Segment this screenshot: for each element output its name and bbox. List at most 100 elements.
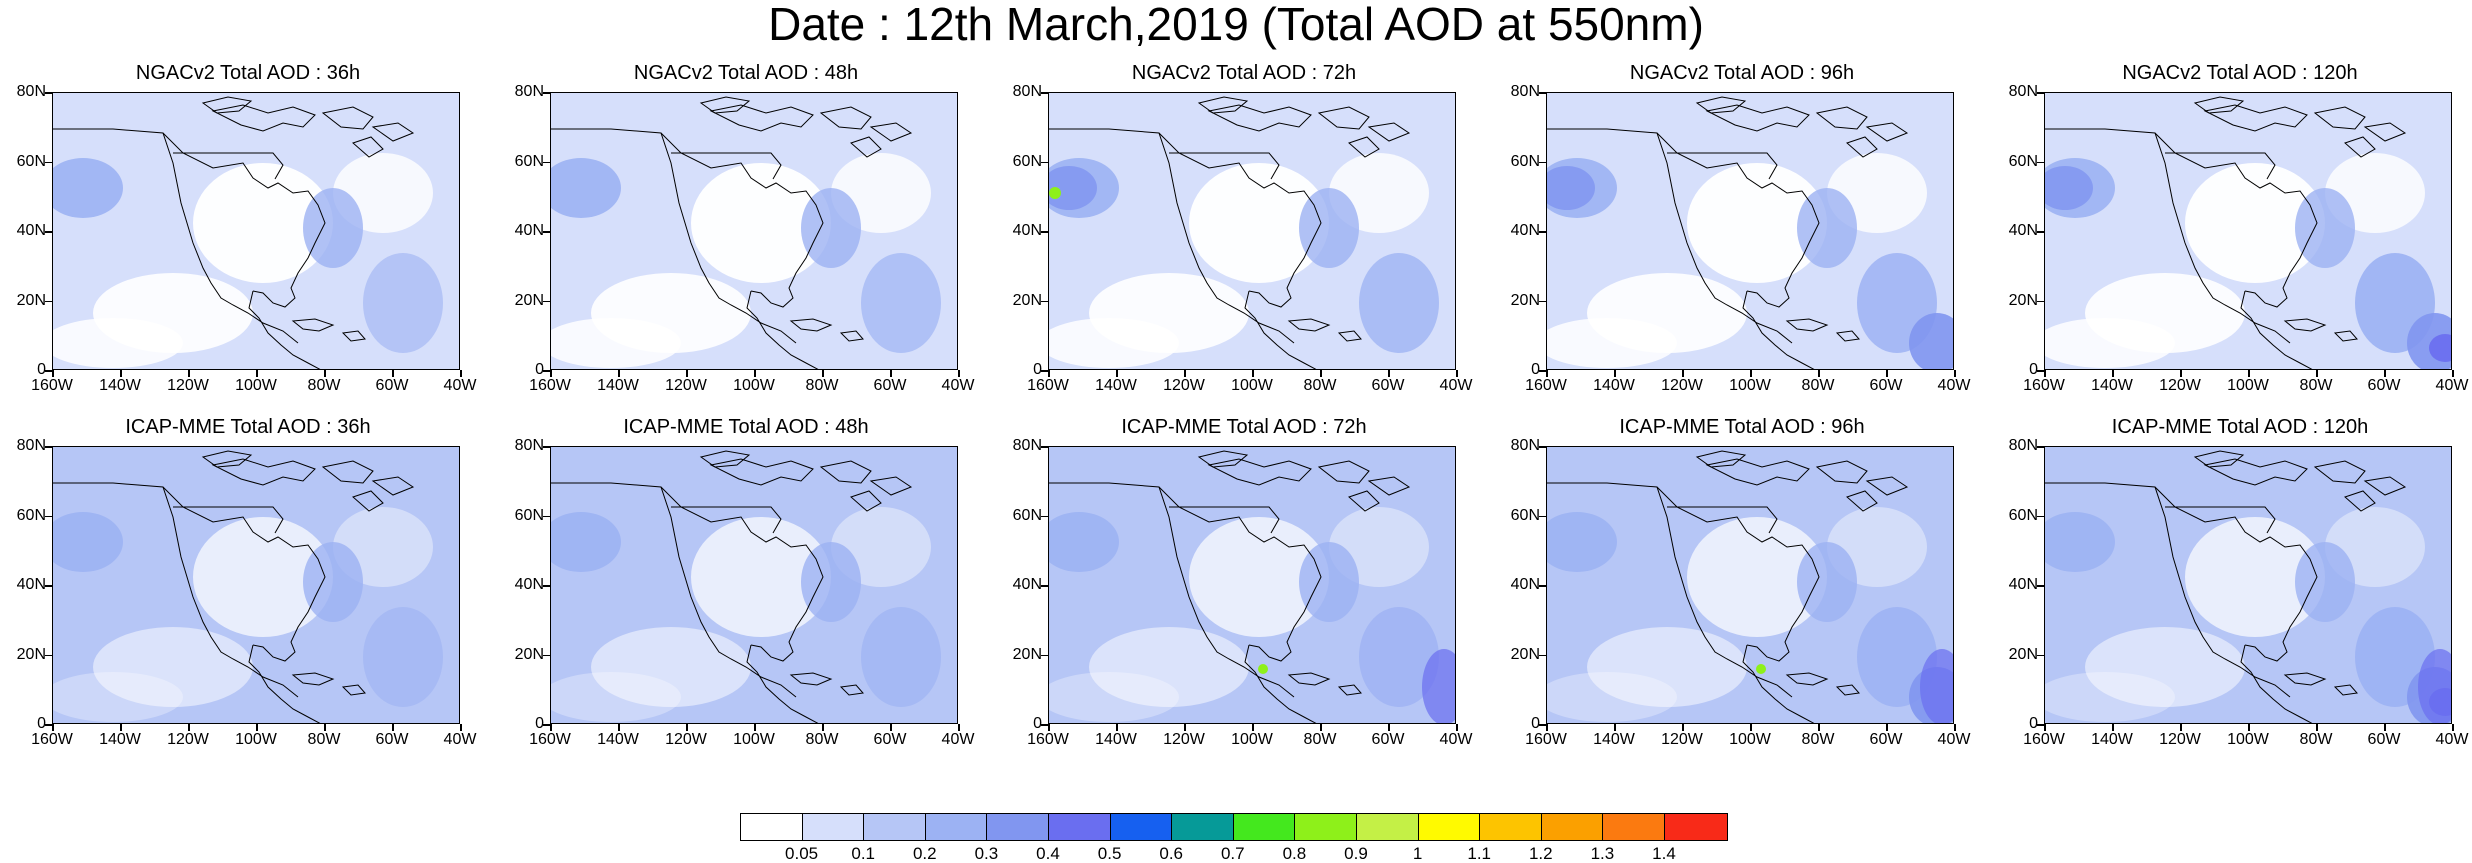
coastline [1197, 96, 1249, 114]
x-tick-label: 100W [235, 731, 277, 748]
colorbar-label: 0.05 [785, 844, 819, 863]
x-tick-label: 100W [2227, 377, 2269, 394]
coastline [1705, 104, 1810, 132]
colorbar-swatch [741, 814, 803, 840]
y-tick-mark [1539, 231, 1546, 233]
x-tick-mark [392, 724, 394, 731]
y-tick-label: 40N [1510, 576, 1540, 593]
aod-field-patch [591, 627, 751, 707]
colorbar-swatch [1418, 814, 1481, 840]
y-tick-label: 60N [1510, 506, 1540, 524]
y-tick-label: 40N [514, 576, 544, 593]
x-tick-label: 140W [1593, 377, 1635, 394]
aod-field-patch [1687, 163, 1827, 283]
x-tick-mark [1682, 724, 1684, 731]
coastline [1337, 684, 1362, 696]
y-tick-mark [45, 515, 52, 517]
x-tick-label: 140W [99, 731, 141, 748]
x-tick-label: 60W [2367, 731, 2401, 748]
coastline [371, 476, 415, 496]
y-tick-mark [1041, 724, 1048, 726]
panel-title: NGACv2 Total AOD : 96h [1629, 62, 1855, 84]
x-tick-label: 100W [1231, 731, 1273, 748]
coastline [789, 672, 833, 686]
y-tick-mark [543, 515, 550, 517]
x-tick-label: 160W [1525, 377, 1567, 394]
x-tick-mark [188, 370, 190, 377]
y-tick-mark [543, 300, 550, 302]
coastline [699, 450, 751, 468]
coastline [1785, 672, 1829, 686]
aod-field-patch [1189, 517, 1329, 637]
y-tick-mark [2037, 515, 2044, 517]
panel-title: ICAP-MME Total AOD : 120h [2111, 416, 2369, 438]
y-tick-label: 0 [1531, 715, 1540, 732]
aod-field-patch [2045, 166, 2093, 210]
coastline [1667, 506, 1778, 534]
coastline [1348, 136, 1380, 158]
aod-field-patch [2185, 517, 2325, 637]
coastline [1207, 458, 1312, 486]
y-tick-label: 20N [514, 645, 544, 663]
aod-field-patch [691, 163, 831, 283]
map-plot-area [1546, 446, 1954, 724]
y-tick-mark [2037, 300, 2044, 302]
aod-map [551, 93, 957, 369]
coastline [850, 490, 882, 512]
x-tick-label: 160W [529, 731, 571, 748]
y-tick-mark [2037, 231, 2044, 233]
x-tick-label: 40W [941, 377, 975, 394]
x-tick-mark [550, 724, 552, 731]
aod-map [2045, 93, 2451, 369]
map-plot-area [550, 446, 958, 724]
coastline [2165, 152, 2276, 180]
map-panel: NGACv2 Total AOD : 120h 80N 60N 40N 20N 0 160W… [1996, 62, 2469, 462]
colorbar-swatch [1356, 814, 1419, 840]
colorbar-swatch [1110, 814, 1173, 840]
y-tick-label: 0 [535, 715, 544, 732]
colorbar-label: 0.9 [1344, 844, 1368, 863]
x-tick-mark [1388, 724, 1390, 731]
x-tick-mark [1818, 370, 1820, 377]
x-tick-mark [754, 370, 756, 377]
x-tick-mark [1116, 724, 1118, 731]
coastline [1656, 486, 1820, 662]
x-tick-mark [890, 370, 892, 377]
colorbar-swatch [864, 814, 926, 840]
aod-field-patch [551, 512, 621, 572]
aod-field-patch [2418, 649, 2451, 723]
y-tick-mark [2037, 585, 2044, 587]
x-tick-label: 140W [1593, 731, 1635, 748]
coastline [352, 136, 384, 158]
y-tick-label: 60N [2008, 152, 2038, 170]
coastline [709, 458, 814, 486]
coastline [2203, 104, 2308, 132]
colorbar-swatch [1664, 814, 1727, 840]
coastline [2333, 684, 2358, 696]
map-panel: NGACv2 Total AOD : 72h 80N 60N 40N 20N 0 160W 1… [1000, 62, 1473, 462]
panel-title: NGACv2 Total AOD : 120h [2122, 62, 2358, 84]
aod-field-patch [303, 542, 363, 622]
x-tick-mark [1116, 370, 1118, 377]
coastline [746, 290, 819, 369]
y-tick-mark [1041, 654, 1048, 656]
x-tick-label: 100W [733, 731, 775, 748]
aod-field-patch [1797, 542, 1857, 622]
y-tick-mark [1041, 161, 1048, 163]
y-tick-label: 0 [1033, 715, 1042, 732]
colorbar-swatch [1048, 814, 1111, 840]
map-plot-area [2044, 446, 2452, 724]
map-panel: ICAP-MME Total AOD : 48h 80N 60N 40N 20N 0 160… [502, 416, 975, 816]
aod-map [551, 447, 957, 723]
x-tick-label: 120W [665, 731, 707, 748]
colorbar-label: 0.8 [1282, 844, 1307, 863]
coastline [321, 106, 374, 130]
x-tick-label: 100W [733, 377, 775, 394]
y-tick-mark [2037, 161, 2044, 163]
x-tick-mark [1456, 370, 1458, 377]
y-tick-mark [1539, 585, 1546, 587]
x-tick-label: 120W [2159, 377, 2201, 394]
coastline [1367, 476, 1411, 496]
map-panel: NGACv2 Total AOD : 96h 80N 60N 40N 20N 0 160W 1… [1498, 62, 1971, 462]
aod-field-patch [2045, 512, 2115, 572]
